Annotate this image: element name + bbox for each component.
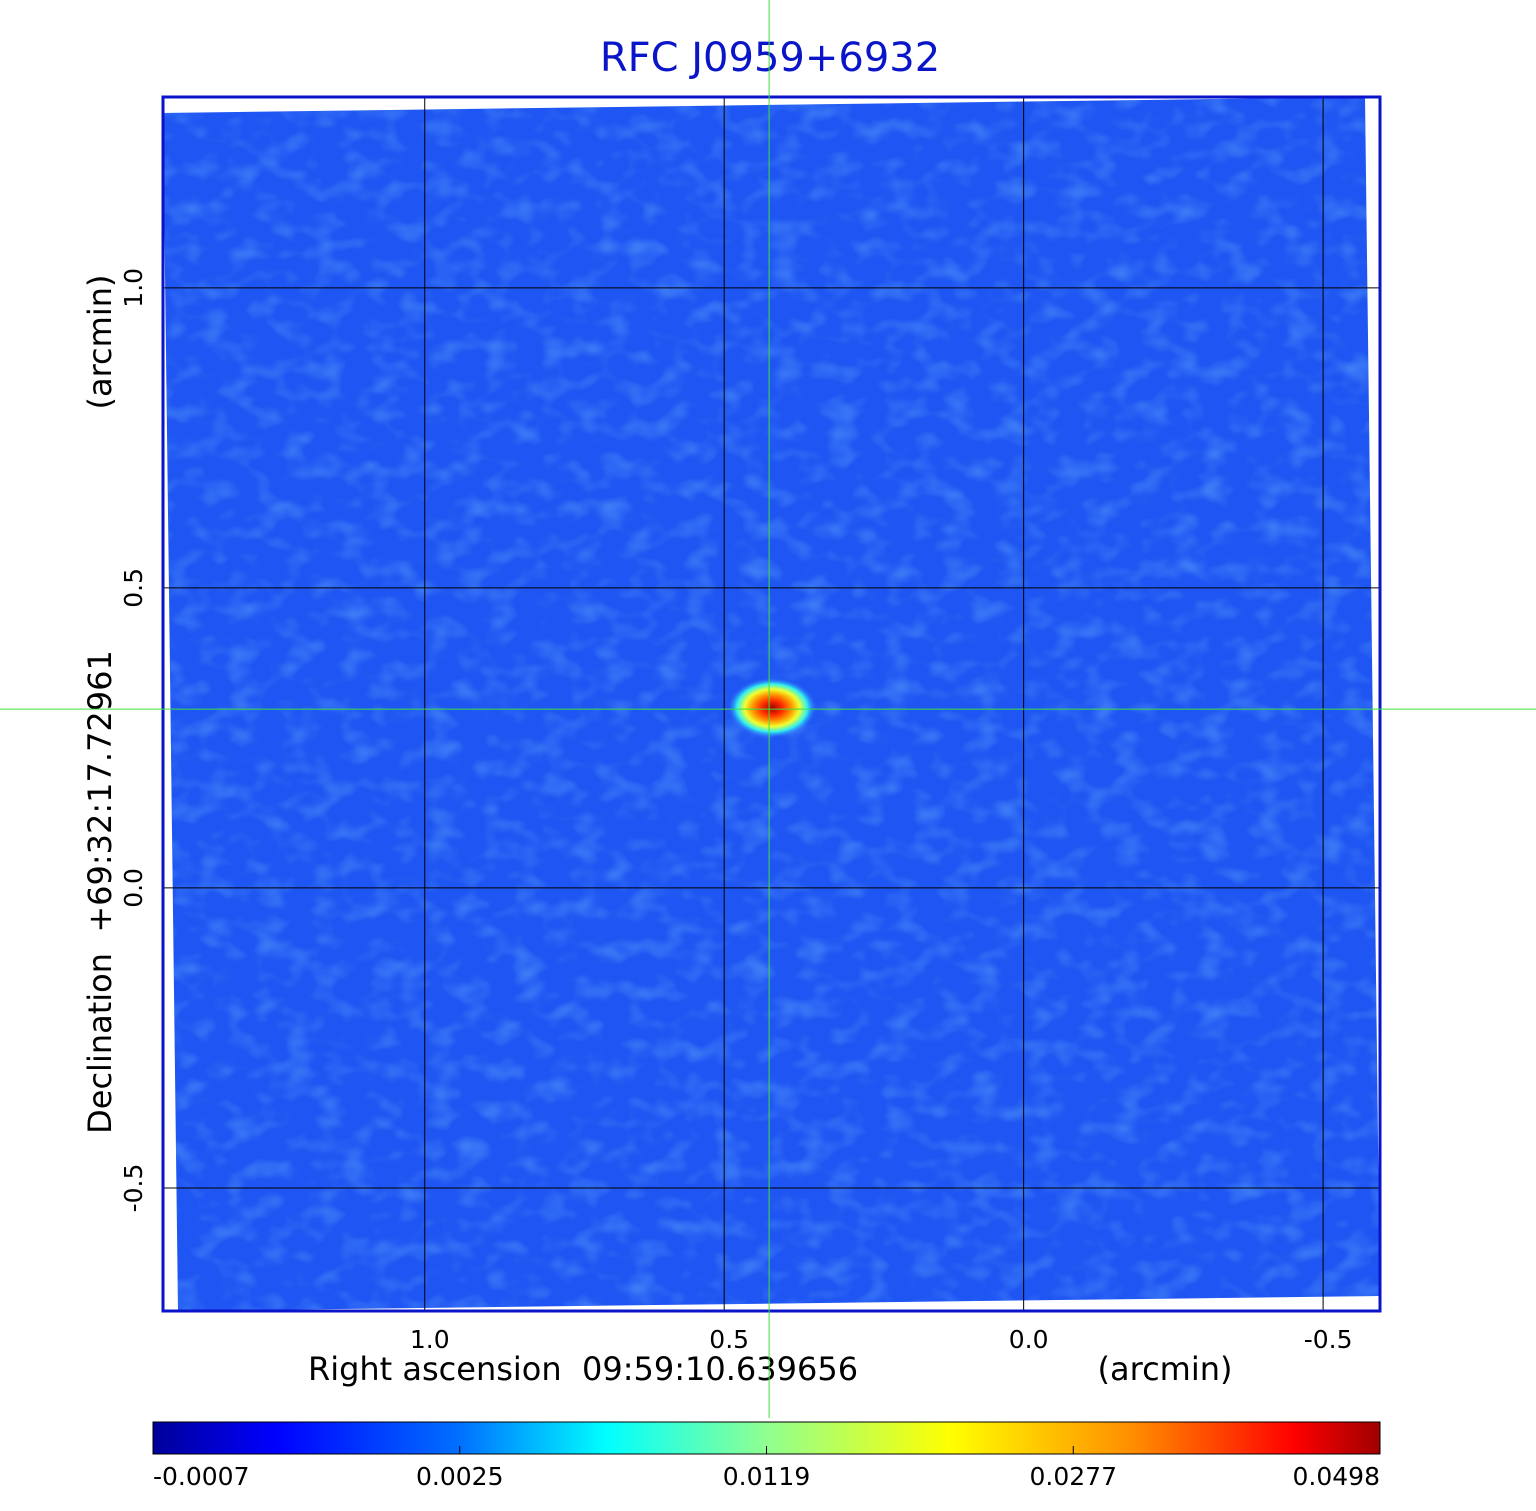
source [728, 677, 817, 738]
chart-title: RFC J0959+6932 [600, 35, 940, 81]
colorbar-tick-label: -0.0007 [153, 1462, 250, 1491]
x-axis-unit: (arcmin) [1098, 1350, 1233, 1388]
y-axis-unit: (arcmin) [81, 275, 119, 410]
plot-frame [161, 95, 1382, 1313]
x-tick-label: -0.5 [1304, 1325, 1353, 1354]
y-tick-label: 0.0 [119, 868, 148, 908]
x-axis-label: Right ascension 09:59:10.639656 [308, 1350, 858, 1388]
colorbar-tick-label: 0.0025 [416, 1462, 503, 1491]
x-tick-label: 0.5 [709, 1325, 749, 1354]
y-axis-label: Declination +69:32:17.72961 [81, 650, 119, 1134]
colorbar-tick-label: 0.0119 [723, 1462, 810, 1491]
colorbar-tick-label: 0.0498 [1293, 1462, 1380, 1491]
y-tick-label: 1.0 [119, 268, 148, 308]
x-tick-label: 1.0 [410, 1325, 450, 1354]
y-tick-label: -0.5 [119, 1164, 148, 1213]
colorbar-tick-label: 0.0277 [1030, 1462, 1117, 1491]
y-tick-label: 0.5 [119, 568, 148, 608]
x-tick-label: 0.0 [1009, 1325, 1049, 1354]
